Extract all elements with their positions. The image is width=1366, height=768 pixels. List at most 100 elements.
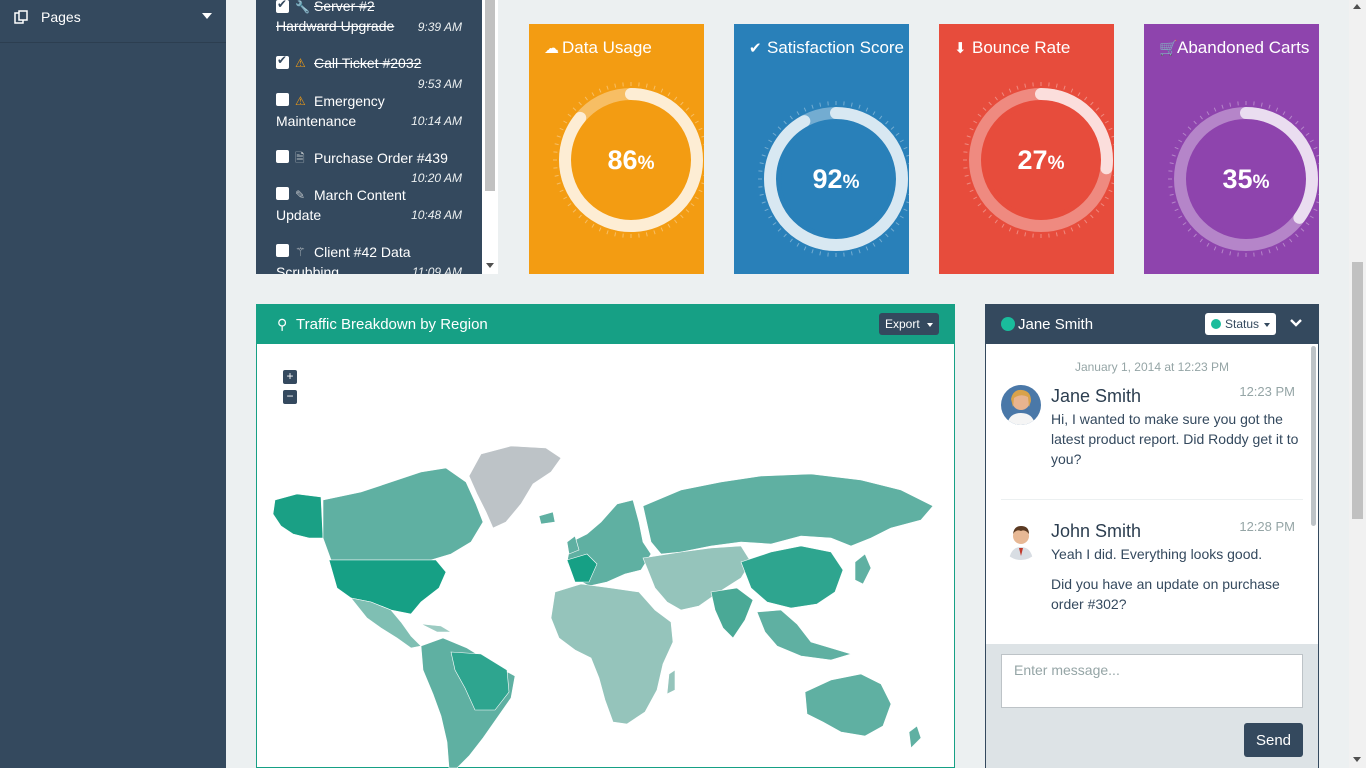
stat-value-number: 86	[607, 145, 638, 175]
todo-checkbox[interactable]	[276, 93, 289, 106]
todo-checkbox[interactable]	[276, 0, 289, 13]
gauge-tick	[703, 174, 704, 177]
gauge-tick	[994, 219, 998, 224]
zoom-out-button[interactable]: −	[283, 390, 297, 404]
gauge-tick	[777, 126, 782, 130]
zoom-in-button[interactable]: +	[283, 370, 297, 384]
avatar	[1001, 520, 1041, 560]
sidebar-item-label: Pages	[41, 9, 81, 25]
gauge-tick	[1055, 232, 1058, 237]
message-input[interactable]	[1001, 654, 1303, 708]
gauge-tick	[578, 214, 582, 219]
gauge-tick	[1187, 126, 1192, 130]
message-author: John Smith	[1051, 521, 1142, 541]
gauge-tick	[1300, 228, 1305, 232]
todo-time: 9:53 AM	[417, 77, 462, 91]
gauge-tick	[1260, 251, 1263, 256]
message-author: Jane Smith	[1051, 386, 1142, 406]
stat-title: ☁ Data Usage	[544, 38, 704, 58]
scroll-down-arrow[interactable]	[1353, 757, 1361, 762]
status-dropdown[interactable]: Status	[1205, 313, 1276, 335]
status-dot	[1211, 319, 1221, 329]
chat-date: January 1, 2014 at 12:23 PM	[1074, 360, 1230, 374]
scrollbar-thumb[interactable]	[1311, 346, 1316, 526]
stat-title-text: Bounce Rate	[972, 38, 1071, 57]
chat-scrollbar[interactable]	[1310, 344, 1318, 644]
gauge-tick	[1260, 102, 1263, 107]
wrench-icon: 🔧	[295, 0, 310, 14]
gauge-tick	[1199, 115, 1203, 120]
todo-title: Client #42 Data	[314, 244, 411, 260]
gauge-tick	[1309, 215, 1314, 219]
gauge-tick	[598, 88, 602, 93]
stat-title: ⬇ Bounce Rate	[954, 38, 1114, 58]
chevron-down-icon[interactable]	[1289, 316, 1303, 330]
gauge-tick	[777, 228, 782, 232]
todo-title: Server #2	[314, 0, 375, 14]
scroll-down-arrow[interactable]	[486, 263, 494, 268]
sidebar-item-pages[interactable]: Pages	[0, 0, 226, 43]
gauge-tick	[1113, 143, 1114, 146]
gauge-tick	[865, 246, 869, 251]
scrollbar-thumb[interactable]	[1352, 262, 1363, 519]
send-button[interactable]: Send	[1244, 723, 1303, 757]
gauge-center	[576, 105, 686, 215]
export-button[interactable]: Export	[879, 313, 939, 335]
avatar	[1001, 385, 1041, 425]
todo-scrollbar[interactable]	[482, 0, 498, 274]
gauge-tick	[908, 193, 909, 196]
page-scrollbar[interactable]	[1349, 0, 1366, 768]
todo-checkbox[interactable]	[276, 244, 289, 257]
gauge-tick	[1182, 222, 1187, 226]
gauge-tick	[1178, 139, 1183, 143]
gauge-tick	[606, 230, 609, 235]
stat-value: 27%	[981, 145, 1101, 176]
gauge-tick	[690, 113, 695, 117]
world-map[interactable]	[271, 442, 941, 768]
gauge-tick	[973, 120, 978, 124]
gauge-tick	[969, 127, 974, 131]
todo-time: 10:14 AM	[411, 114, 462, 128]
todo-checkbox[interactable]	[276, 150, 289, 163]
stat-value-number: 27	[1017, 145, 1048, 175]
todo-title-cont: Update	[276, 207, 322, 223]
gauge-tick	[1111, 135, 1114, 138]
message-time: 12:28 PM	[1239, 519, 1295, 534]
todo-checkbox[interactable]	[276, 187, 289, 200]
gauge-tick	[567, 203, 572, 207]
gauge-tick	[1095, 107, 1100, 111]
gauge-tick	[1084, 219, 1088, 224]
map-marker-icon: ⚲	[277, 316, 288, 332]
todo-title: Purchase Order #439	[314, 150, 448, 166]
gauge-tick	[966, 135, 971, 138]
gauge-tick	[1169, 193, 1174, 196]
gauge-tick	[584, 96, 588, 101]
gauge-tick	[1282, 242, 1286, 247]
gauge-tick	[1295, 120, 1299, 125]
gauge-tick	[1316, 201, 1319, 204]
gauge-tick	[694, 196, 699, 200]
gauge-tick	[698, 127, 703, 131]
gauge-tick	[572, 107, 577, 111]
gauge-tick	[1077, 223, 1081, 228]
gauge-tick	[1300, 126, 1305, 130]
gauge-tick	[1289, 238, 1293, 243]
stat-value-number: 92	[812, 164, 843, 194]
todo-title-cont: Hardward Upgrade	[276, 18, 395, 34]
stat-card-data-usage: ☁ Data Usage 86%	[529, 24, 704, 274]
todo-checkbox[interactable]	[276, 53, 289, 69]
gauge-tick	[969, 189, 974, 193]
chat-messages: January 1, 2014 at 12:23 PM Jane Smith 1…	[986, 344, 1310, 644]
scroll-up-arrow[interactable]	[1353, 4, 1361, 9]
scrollbar-thumb[interactable]	[485, 0, 495, 191]
gauge-tick	[1229, 102, 1232, 107]
gauge-tick	[1113, 174, 1114, 177]
gauge-tick	[796, 111, 800, 116]
gauge-tick	[988, 101, 992, 106]
region-india	[710, 587, 754, 639]
gauge-tick	[1070, 88, 1074, 93]
gauge-tick	[1100, 203, 1105, 207]
gauge-tick	[556, 135, 561, 138]
document-icon: 🗎	[295, 151, 305, 165]
gauge-tick	[783, 233, 787, 238]
